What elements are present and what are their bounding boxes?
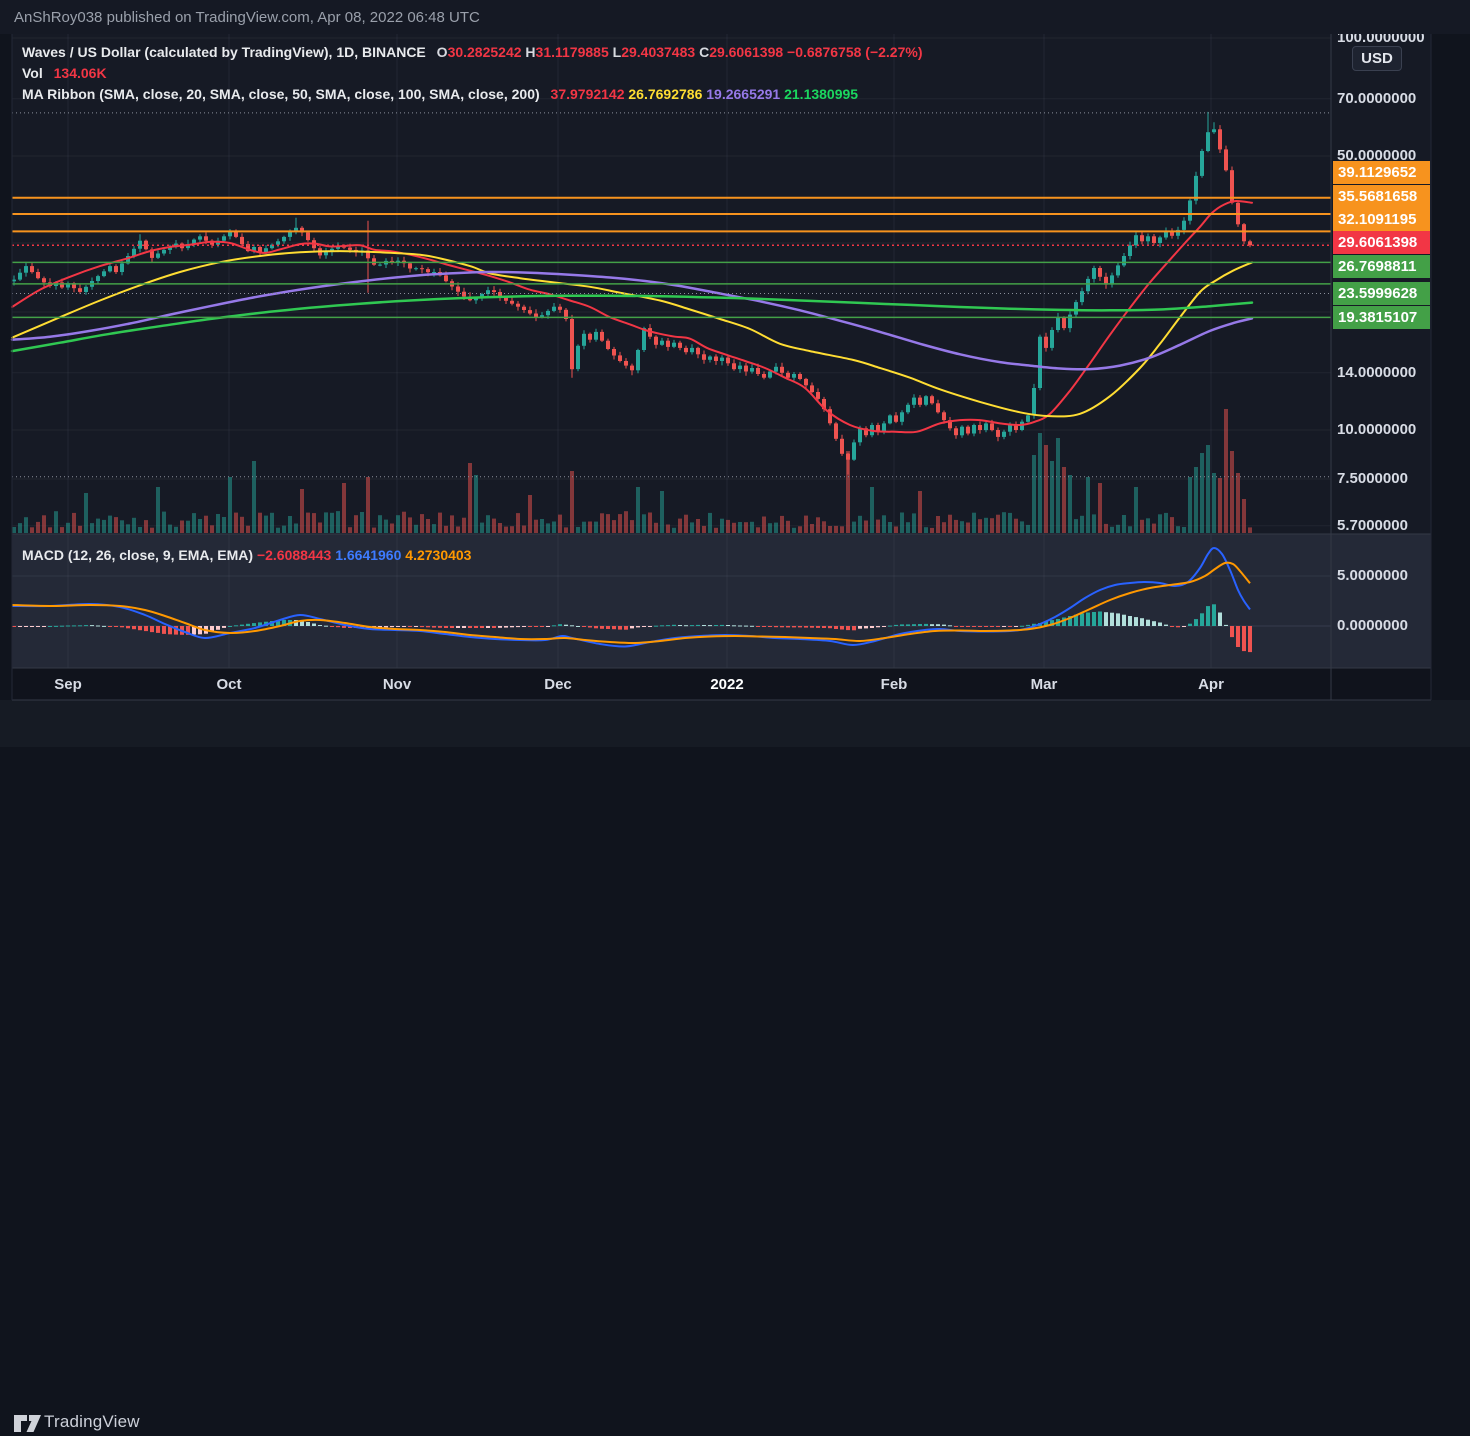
chart-canvas[interactable] <box>0 0 1470 747</box>
ma-value: 21.1380995 <box>784 86 859 102</box>
publish-watermark: AnShRoy038 published on TradingView.com,… <box>14 9 480 26</box>
price-axis-tick: 70.0000000 <box>1337 90 1417 107</box>
price-axis-tick: 14.0000000 <box>1337 364 1417 381</box>
ohlc-value: 29.6061398 <box>709 44 788 60</box>
time-axis-label: Apr <box>1198 676 1224 693</box>
time-axis-label: Feb <box>880 676 908 693</box>
ohlc-value: 30.2825242 <box>447 44 526 60</box>
ohlc-value: 31.1179885 <box>535 44 613 60</box>
time-axis[interactable]: Sep Oct Nov Dec 2022 Feb Mar Apr <box>12 668 1431 700</box>
time-axis-label: Sep <box>54 676 82 693</box>
price-level-badge: 32.1091195 <box>1333 208 1430 231</box>
ma-value: 19.2665291 <box>706 86 785 102</box>
price-level-badge: 26.7698811 <box>1333 255 1430 278</box>
price-change: −0.6876758 (−2.27%) <box>787 44 923 60</box>
ma-value: 37.9792142 <box>550 86 629 102</box>
tradingview-logo-icon[interactable] <box>13 1412 43 1436</box>
volume-value: 134.06K <box>53 65 107 81</box>
price-level-badge: 19.3815107 <box>1333 306 1430 329</box>
price-level-badge: 35.5681658 <box>1333 185 1430 208</box>
ma-ribbon-title[interactable]: MA Ribbon (SMA, close, 20, SMA, close, 5… <box>22 86 540 102</box>
price-level-badge: 29.6061398 <box>1333 231 1430 254</box>
macd-values: −2.6088443 1.6641960 4.2730403 <box>257 547 472 563</box>
price-axis-tick: 5.7000000 <box>1337 517 1408 534</box>
time-axis-label: 2022 <box>710 676 744 693</box>
price-level-badge: 23.5999628 <box>1333 282 1430 305</box>
ohlc-letter: O <box>436 44 448 60</box>
macd-value: 4.2730403 <box>405 547 472 563</box>
ma-ribbon-legend-row: MA Ribbon (SMA, close, 20, SMA, close, 5… <box>22 86 858 102</box>
footer-bar: TradingView <box>0 700 1470 1432</box>
time-axis-label: Oct <box>216 676 242 693</box>
volume-legend-row: Vol 134.06K <box>22 65 107 81</box>
macd-legend-row: MACD (12, 26, close, 9, EMA, EMA) −2.608… <box>22 547 471 563</box>
macd-axis-tick: 5.0000000 <box>1337 567 1408 584</box>
ohlc-value: 29.4037483 <box>621 44 700 60</box>
ma-value: 26.7692786 <box>628 86 707 102</box>
symbol-title[interactable]: Waves / US Dollar (calculated by Trading… <box>22 44 426 60</box>
volume-label[interactable]: Vol <box>22 65 43 81</box>
price-axis-tick: 50.0000000 <box>1337 147 1417 164</box>
ohlc-letter: L <box>612 44 622 60</box>
price-axis[interactable]: 100.0000000 70.0000000 50.0000000 14.000000… <box>0 34 1470 700</box>
currency-unit-button[interactable]: USD <box>1352 46 1402 71</box>
macd-value: 1.6641960 <box>335 547 406 563</box>
ohlc-letter: C <box>699 44 710 60</box>
ohlc-values: O30.2825242 H31.1179885 L29.4037483 C29.… <box>437 44 787 60</box>
price-level-badge: 39.1129652 <box>1333 161 1430 184</box>
price-axis-tick: 10.0000000 <box>1337 421 1417 438</box>
macd-title[interactable]: MACD (12, 26, close, 9, EMA, EMA) <box>22 547 254 563</box>
symbol-legend-row: Waves / US Dollar (calculated by Trading… <box>22 44 923 60</box>
time-axis-label: Mar <box>1030 676 1058 693</box>
macd-value: −2.6088443 <box>256 547 336 563</box>
macd-axis-tick: 0.0000000 <box>1337 617 1408 634</box>
price-axis-tick: 100.0000000 <box>1337 34 1425 46</box>
ohlc-letter: H <box>525 44 536 60</box>
ma-ribbon-values: 37.9792142 26.7692786 19.2665291 21.1380… <box>551 86 859 102</box>
price-axis-tick: 7.5000000 <box>1337 470 1408 487</box>
time-axis-label: Nov <box>382 676 412 693</box>
brand-text: TradingView <box>44 1412 140 1431</box>
time-axis-label: Dec <box>544 676 572 693</box>
